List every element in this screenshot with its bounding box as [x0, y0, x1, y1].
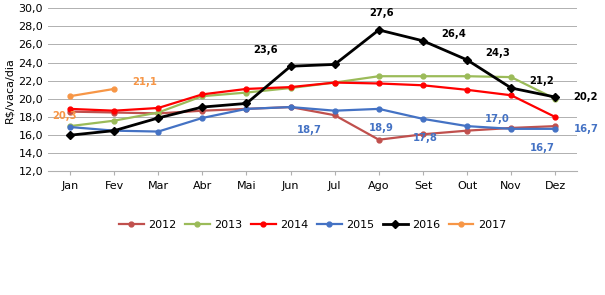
2014	[331, 81, 338, 84]
Text: 27,6: 27,6	[369, 8, 394, 18]
Text: 24,3: 24,3	[485, 48, 510, 58]
Line: 2013: 2013	[68, 74, 558, 129]
2015	[331, 109, 338, 112]
Text: 20,2: 20,2	[574, 92, 598, 102]
2014	[198, 93, 206, 96]
2015	[463, 124, 471, 128]
2014	[287, 85, 294, 89]
2013	[508, 75, 515, 79]
Line: 2014: 2014	[68, 80, 558, 119]
2013	[287, 86, 294, 90]
2014	[419, 83, 427, 87]
Text: 17,0: 17,0	[485, 114, 510, 124]
2016	[375, 28, 382, 32]
Line: 2016: 2016	[67, 27, 558, 138]
2016	[331, 63, 338, 66]
2014	[552, 115, 559, 119]
2012	[331, 114, 338, 117]
2014	[508, 94, 515, 97]
2016	[111, 129, 118, 132]
2017	[67, 94, 74, 98]
2012	[287, 105, 294, 109]
2012	[198, 109, 206, 112]
2012	[375, 138, 382, 142]
Text: 17,8: 17,8	[413, 133, 438, 143]
2016	[419, 39, 427, 42]
2016	[287, 65, 294, 68]
2013	[155, 111, 162, 114]
2013	[419, 74, 427, 78]
2016	[155, 116, 162, 120]
2014	[463, 88, 471, 91]
Text: 21,1: 21,1	[132, 77, 157, 87]
2014	[375, 82, 382, 85]
2015	[287, 105, 294, 109]
2012	[552, 124, 559, 128]
2013	[552, 97, 559, 101]
Text: 26,4: 26,4	[441, 29, 466, 39]
Text: 16,7: 16,7	[529, 143, 554, 153]
2016	[552, 95, 559, 99]
Line: 2012: 2012	[68, 105, 558, 142]
2015	[111, 129, 118, 132]
2013	[111, 119, 118, 122]
2015	[552, 127, 559, 131]
Text: 23,6: 23,6	[253, 45, 278, 55]
2012	[111, 111, 118, 114]
Text: 20,3: 20,3	[52, 111, 77, 121]
2012	[463, 129, 471, 132]
2016	[243, 102, 250, 105]
Text: 16,7: 16,7	[574, 124, 598, 134]
2012	[508, 126, 515, 130]
2015	[375, 107, 382, 111]
2015	[67, 125, 74, 129]
2013	[331, 81, 338, 84]
2012	[155, 112, 162, 115]
2014	[243, 87, 250, 91]
2016	[463, 58, 471, 62]
2015	[243, 107, 250, 111]
2013	[243, 91, 250, 94]
2015	[155, 130, 162, 133]
2012	[67, 110, 74, 113]
2013	[463, 74, 471, 78]
2012	[419, 132, 427, 136]
Text: 18,7: 18,7	[297, 125, 322, 135]
Line: 2015: 2015	[68, 105, 558, 134]
Line: 2017: 2017	[68, 86, 117, 99]
2014	[111, 109, 118, 112]
2014	[155, 106, 162, 110]
2015	[508, 127, 515, 131]
2016	[198, 105, 206, 109]
2013	[67, 124, 74, 128]
2014	[67, 107, 74, 111]
Y-axis label: R$/vaca/dia: R$/vaca/dia	[4, 57, 14, 123]
2015	[419, 117, 427, 121]
2015	[198, 116, 206, 120]
2016	[508, 86, 515, 90]
2012	[243, 107, 250, 111]
Text: 18,9: 18,9	[369, 123, 394, 133]
2017	[111, 87, 118, 91]
2013	[375, 74, 382, 78]
Legend: 2012, 2013, 2014, 2015, 2016, 2017: 2012, 2013, 2014, 2015, 2016, 2017	[115, 216, 511, 235]
2016	[67, 133, 74, 137]
Text: 21,2: 21,2	[529, 76, 554, 86]
2013	[198, 94, 206, 98]
